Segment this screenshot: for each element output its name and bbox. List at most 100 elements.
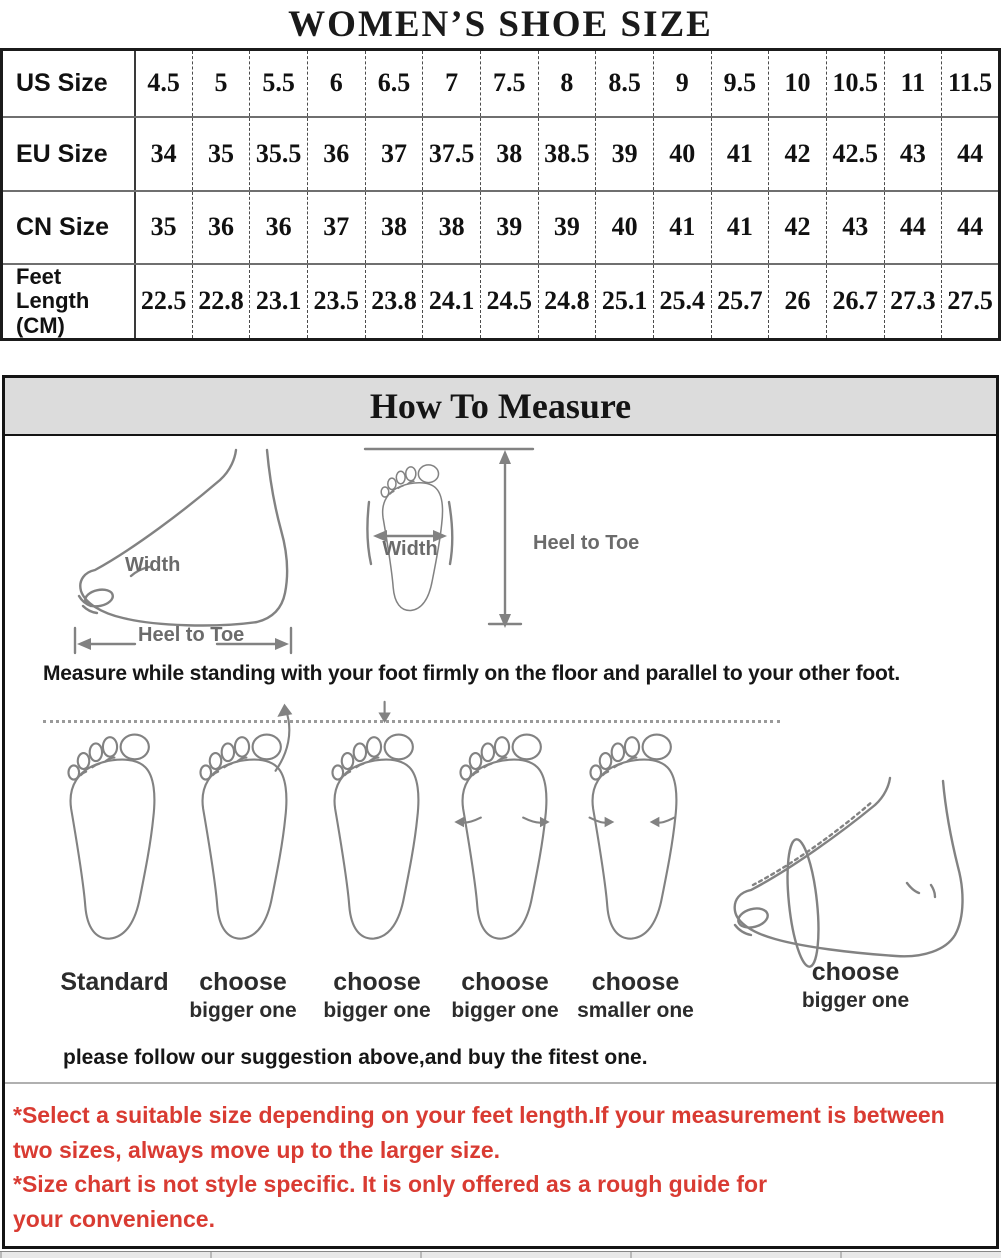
size-cell: 41	[652, 190, 712, 265]
fit-label-bigger-2: choose bigger one	[323, 968, 431, 1022]
size-cell: 7.5	[479, 49, 539, 118]
foot-standard-icon	[67, 733, 156, 940]
size-cell: 5.5	[249, 49, 308, 118]
fit-examples: Standard choose bigger one choose bigger…	[5, 700, 996, 1032]
fit-label-smaller: choose smaller one	[577, 968, 694, 1022]
size-cell: 40	[652, 116, 712, 192]
size-cell: 25.4	[652, 263, 712, 340]
measure-heading: How To Measure	[5, 378, 996, 436]
size-cell: 37.5	[422, 116, 481, 192]
size-notes: *Select a suitable size depending on you…	[5, 1084, 996, 1244]
row-label-us: US Size	[1, 49, 136, 118]
size-cell: 26	[768, 263, 827, 340]
size-cell: 26.7	[825, 263, 885, 340]
page-title: WOMEN’S SHOE SIZE	[288, 4, 713, 45]
size-cell: 37	[364, 116, 423, 192]
size-cell: 41	[710, 116, 769, 192]
size-cell: 24.1	[422, 263, 481, 340]
size-cell: 5	[191, 49, 250, 118]
foot-choose-bigger-3-icon	[454, 733, 550, 940]
sole-heel-to-toe-label: Heel to Toe	[533, 532, 640, 554]
measure-diagrams: Width Heel to Toe Width Heel to Toe	[5, 436, 996, 656]
size-cell: 22.8	[191, 263, 250, 340]
size-cell: 23.5	[306, 263, 366, 340]
size-cell: 38.5	[537, 116, 596, 192]
table-row-us: US Size 4.5 5 5.5 6 6.5 7 7.5 8 8.5 9 9.5 10 10.5 11 1…	[1, 49, 1000, 118]
size-cell: 25.7	[710, 263, 769, 340]
size-cell: 10	[768, 49, 827, 118]
sole-width-label: Width	[382, 538, 438, 560]
size-cell: 24.8	[537, 263, 596, 340]
section-divider	[5, 1082, 996, 1084]
size-cell: 42	[768, 116, 827, 192]
size-cell: 43	[825, 190, 885, 265]
fit-label-bigger-3: choose bigger one	[451, 968, 559, 1022]
size-cell: 25.1	[595, 263, 654, 340]
size-cell: 41	[710, 190, 769, 265]
foot-choose-bigger-2-icon	[331, 700, 420, 940]
size-cell: 4.5	[134, 49, 193, 118]
foot-choose-bigger-1-icon	[199, 703, 293, 940]
how-to-measure-panel: How To Measure Width Heel to Toe	[2, 375, 999, 1249]
foot-high-instep-icon	[733, 776, 964, 968]
fit-label-bigger-1: choose bigger one	[189, 968, 297, 1022]
size-cell: 38	[479, 116, 539, 192]
size-cell: 8.5	[595, 49, 654, 118]
size-cell: 35	[134, 190, 193, 265]
size-cell: 36	[306, 116, 366, 192]
row-label-cn: CN Size	[1, 190, 136, 265]
foot-side-view-diagram-icon	[73, 448, 293, 655]
size-cell: 36	[191, 190, 250, 265]
note-select-size: *Select a suitable size depending on you…	[13, 1102, 945, 1163]
cropped-table-strip	[0, 1251, 1001, 1258]
suggestion-text: please follow our suggestion above,and b…	[63, 1046, 648, 1069]
size-cell: 42	[768, 190, 827, 265]
size-cell: 39	[595, 116, 654, 192]
size-cell: 22.5	[134, 263, 193, 340]
size-cell: 6.5	[364, 49, 423, 118]
size-cell: 44	[883, 190, 942, 265]
side-width-label: Width	[125, 554, 181, 576]
size-cell: 35	[191, 116, 250, 192]
foot-choose-smaller-icon	[588, 733, 678, 940]
size-cell: 11	[883, 49, 942, 118]
row-label-feet-length: Feet Length (CM)	[1, 263, 136, 340]
size-cell: 38	[422, 190, 481, 265]
size-cell: 38	[364, 190, 423, 265]
table-row-cn: CN Size 35 36 36 37 38 38 39 39 40 41 41 42 43 44 44	[1, 190, 1000, 265]
size-cell: 42.5	[825, 116, 885, 192]
table-row-eu: EU Size 34 35 35.5 36 37 37.5 38 38.5 39 40 41 42 42…	[1, 116, 1000, 192]
size-cell: 8	[537, 49, 596, 118]
size-cell: 37	[306, 190, 366, 265]
size-cell: 23.1	[249, 263, 308, 340]
foot-sole-view-diagram-icon	[363, 447, 535, 628]
measure-instruction: Measure while standing with your foot fi…	[43, 662, 901, 685]
size-cell: 35.5	[249, 116, 308, 192]
size-cell: 7	[422, 49, 481, 118]
size-cell: 39	[537, 190, 596, 265]
size-cell: 23.8	[364, 263, 423, 340]
size-cell: 11.5	[941, 49, 1000, 118]
row-label-eu: EU Size	[1, 116, 136, 192]
size-cell: 27.3	[883, 263, 942, 340]
fit-label-bigger-4: choose bigger one	[801, 958, 910, 1012]
size-cell: 44	[941, 190, 1000, 265]
size-cell: 39	[479, 190, 539, 265]
size-cell: 10.5	[825, 49, 885, 118]
fit-label-standard: Standard	[60, 968, 169, 996]
size-cell: 6	[306, 49, 366, 118]
table-row-feet-length: Feet Length (CM) 22.5 22.8 23.1 23.5 23.8 24.…	[1, 263, 1000, 340]
size-cell: 9	[652, 49, 712, 118]
side-heel-to-toe-label: Heel to Toe	[138, 624, 245, 646]
size-cell: 44	[941, 116, 1000, 192]
size-cell: 9.5	[710, 49, 769, 118]
size-table: US Size 4.5 5 5.5 6 6.5 7 7.5 8 8.5 9 9.5 10 10.5 11 1…	[0, 48, 1001, 342]
size-cell: 43	[883, 116, 942, 192]
size-cell: 36	[249, 190, 308, 265]
size-cell: 40	[595, 190, 654, 265]
size-cell: 34	[134, 116, 193, 192]
note-rough-guide: *Size chart is not style specific. It is…	[13, 1171, 768, 1232]
size-cell: 27.5	[941, 263, 1000, 340]
toe-guide-line	[43, 720, 780, 723]
